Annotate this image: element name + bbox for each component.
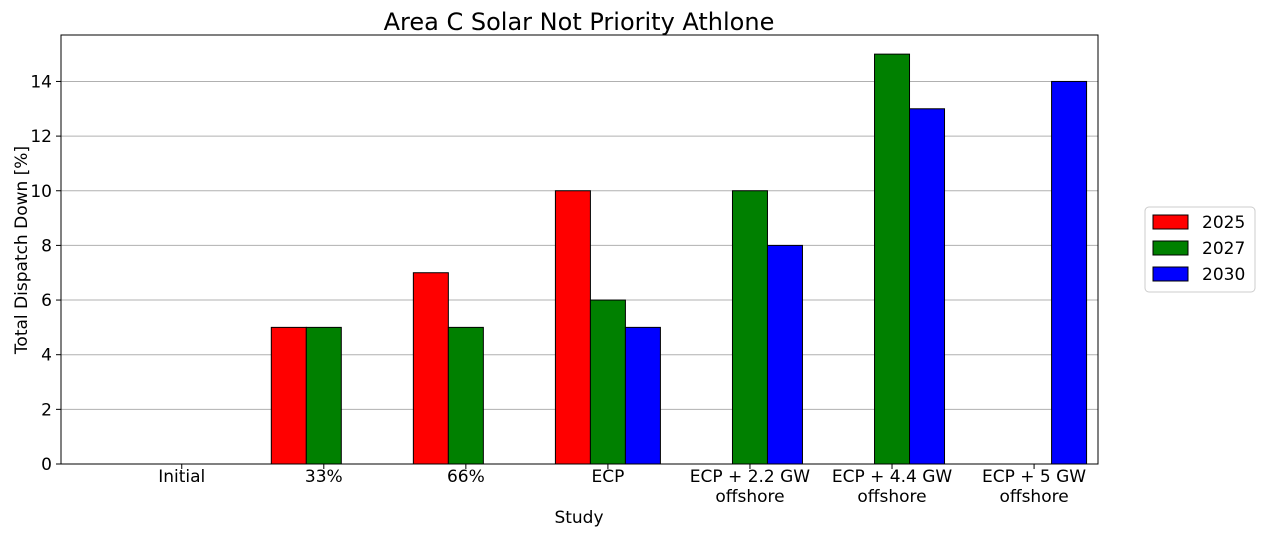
legend-label: 2030: [1202, 265, 1245, 285]
legend-label: 2027: [1202, 239, 1245, 259]
y-tick-label: 0: [41, 455, 52, 475]
legend-swatch: [1152, 240, 1189, 256]
x-tick-label-line: offshore: [999, 487, 1068, 507]
bar-2027: [589, 299, 626, 465]
bar-2030: [1051, 80, 1088, 465]
legend: 2025 2027 2030: [1144, 206, 1256, 293]
x-tick-label-line: ECP + 4.4 GW: [832, 467, 953, 487]
bar-2030: [909, 108, 946, 465]
x-tick-label-line: offshore: [857, 487, 926, 507]
plot-frame: [60, 34, 1099, 465]
bar-2025: [412, 272, 449, 465]
x-tick-label: Initial: [158, 467, 205, 487]
x-tick-label-line: 33%: [305, 467, 343, 487]
x-axis-ticks: Initial 33% 66% ECP ECP + 2.2 GW offshoreECP …: [158, 464, 1086, 507]
bar-2027: [874, 53, 911, 465]
bar-2030: [624, 326, 661, 465]
x-tick-label-line: ECP: [591, 467, 624, 487]
y-tick-label: 8: [41, 236, 52, 256]
y-tick-label: 4: [41, 346, 52, 366]
bar-2027: [447, 326, 484, 465]
x-tick-label-line: ECP + 5 GW: [982, 467, 1086, 487]
x-tick-label-line: Initial: [158, 467, 205, 487]
bar-2025: [554, 190, 591, 465]
y-tick-label: 10: [30, 182, 52, 202]
x-axis-label: Study: [554, 508, 603, 528]
y-tick-label: 6: [41, 291, 52, 311]
x-tick-label-line: ECP + 2.2 GW: [690, 467, 811, 487]
y-tick-label: 12: [30, 127, 52, 147]
x-tick-label: ECP + 4.4 GW offshore: [832, 467, 953, 507]
chart-title: Area C Solar Not Priority Athlone: [384, 8, 775, 36]
legend-swatch: [1152, 214, 1189, 230]
x-tick-label: ECP + 5 GW offshore: [982, 467, 1086, 507]
x-tick-label-line: 66%: [447, 467, 485, 487]
y-tick-label: 14: [30, 72, 52, 92]
y-axis-label: Total Dispatch Down [%]: [12, 146, 32, 355]
x-tick-label: ECP: [591, 467, 624, 487]
bar-2027: [731, 190, 768, 465]
x-tick-label: 33%: [305, 467, 343, 487]
legend-label: 2025: [1202, 213, 1245, 233]
y-tick-label: 2: [41, 400, 52, 420]
x-tick-label: 66%: [447, 467, 485, 487]
bars: [270, 53, 1088, 465]
y-axis-ticks: 0 2 4 6 8 10 12 14: [30, 72, 61, 475]
x-tick-label-line: offshore: [715, 487, 784, 507]
bar-2030: [766, 244, 803, 465]
x-tick-label: ECP + 2.2 GW offshore: [690, 467, 811, 507]
legend-swatch: [1152, 266, 1189, 282]
bar-2025: [270, 326, 307, 465]
bar-2027: [305, 326, 342, 465]
